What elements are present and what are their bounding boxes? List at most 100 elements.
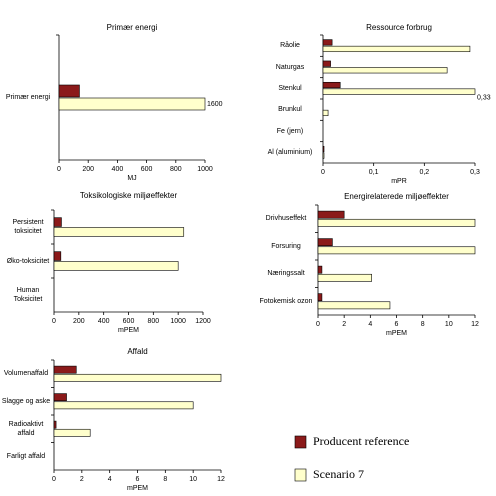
bar	[322, 81, 341, 89]
legend-swatch	[294, 468, 307, 482]
x-tick-label: 800	[170, 166, 182, 173]
category-label-box: Stenkul	[278, 84, 302, 92]
x-tick-label: 2	[342, 321, 346, 328]
x-tick-label: 4	[368, 321, 372, 328]
category-label-box: Al (aluminium)	[267, 148, 313, 156]
x-tick-label: 800	[147, 318, 159, 325]
x-tick-label: 600	[141, 166, 153, 173]
y-tick-label: Primær energi	[5, 94, 51, 101]
bar	[322, 152, 325, 159]
y-tick-label: Volumenaffald	[3, 370, 49, 378]
bar	[317, 218, 476, 227]
y-tick-label: Fe (jern)	[276, 127, 304, 135]
category-label-box: Råolie	[280, 42, 300, 50]
x-tick-label: 200	[82, 166, 94, 173]
category-label-box: Forsuring	[271, 242, 301, 250]
y-tick-label: Næringssalt	[267, 270, 305, 278]
x-axis-label: MJ	[127, 175, 136, 182]
bar	[58, 97, 206, 111]
bar	[317, 246, 476, 255]
category-label-box: Radioaktivt affald	[8, 420, 44, 437]
value-label: 1600	[207, 101, 223, 108]
x-tick-label: 12	[217, 476, 225, 483]
y-tick-label: Radioaktivt affald	[8, 420, 44, 437]
category-label-box: Human Toksicitet	[13, 287, 43, 303]
bar	[322, 67, 448, 74]
x-tick-label: 8	[421, 321, 425, 328]
x-tick-label: 0	[52, 318, 56, 325]
bar	[317, 210, 345, 219]
category-label-box: Øko-toksicitet	[6, 257, 50, 265]
bar	[53, 428, 91, 437]
bar	[53, 393, 67, 402]
y-tick-label: Drivhuseffekt	[265, 215, 307, 223]
y-tick-label: Naturgas	[275, 63, 305, 71]
x-tick-label: 1000	[197, 166, 213, 173]
x-tick-label: 200	[73, 318, 85, 325]
x-tick-label: 10	[189, 476, 197, 483]
bar	[322, 109, 329, 117]
category-label-box: Primær energi	[5, 94, 51, 101]
x-tick-label: 0,2	[419, 169, 429, 176]
x-tick-label: 400	[112, 166, 124, 173]
x-tick-label: 0	[52, 476, 56, 483]
bar	[53, 251, 62, 261]
x-tick-label: 10	[445, 321, 453, 328]
bar	[317, 238, 333, 247]
bar	[53, 261, 179, 271]
legend-swatch	[294, 435, 307, 449]
bar	[322, 145, 325, 153]
y-tick-label: Øko-toksicitet	[6, 257, 50, 265]
x-tick-label: 0	[316, 321, 320, 328]
x-tick-label: 12	[471, 321, 479, 328]
x-tick-label: 8	[163, 476, 167, 483]
y-tick-label: Brunkul	[278, 106, 302, 114]
bar	[317, 273, 372, 282]
y-tick-label: Fotokemisk ozon	[259, 297, 313, 305]
legend-label: Producent reference	[313, 434, 409, 448]
y-tick-label: Persistent toksicitet	[12, 219, 44, 235]
bar	[53, 420, 57, 429]
x-tick-label: 0	[57, 166, 61, 173]
x-axis-label: mPEM	[127, 485, 148, 492]
x-axis-label: mPR	[391, 178, 407, 185]
x-tick-label: 2	[80, 476, 84, 483]
category-label-box: Persistent toksicitet	[12, 219, 44, 235]
x-tick-label: 6	[136, 476, 140, 483]
x-tick-label: 0,1	[369, 169, 379, 176]
x-tick-label: 400	[98, 318, 110, 325]
chart-title: Toksikologiske miljøeffekter	[80, 191, 178, 200]
y-tick-label: Slagge og aske	[1, 397, 51, 405]
category-label-box: Slagge og aske	[1, 397, 51, 405]
category-label-box: Drivhuseffekt	[265, 215, 307, 223]
bar	[53, 227, 185, 237]
bar	[322, 88, 476, 95]
legend-label: Scenario 7	[313, 467, 364, 481]
bar	[53, 217, 62, 227]
category-label-box: Volumenaffald	[3, 370, 49, 378]
category-label-box: Fe (jern)	[276, 127, 304, 135]
x-tick-label: 0,3	[470, 169, 480, 176]
y-tick-label: Al (aluminium)	[267, 148, 313, 156]
x-tick-label: 600	[123, 318, 135, 325]
bar	[322, 39, 333, 46]
y-tick-label: Forsuring	[271, 242, 301, 250]
x-tick-label: 4	[108, 476, 112, 483]
bar	[322, 45, 471, 53]
category-label-box: Naturgas	[275, 63, 305, 71]
y-tick-label: Råolie	[280, 42, 300, 50]
chart-title: Primær energi	[107, 23, 158, 32]
bar	[58, 84, 80, 98]
x-tick-label: 0	[321, 169, 325, 176]
chart-title: Energirelaterede miljøeffekter	[344, 192, 449, 201]
bar	[53, 373, 222, 382]
bar	[317, 293, 323, 302]
y-tick-label: Stenkul	[278, 84, 302, 92]
category-label-box: Farligt affald	[7, 453, 45, 460]
y-tick-label: Human Toksicitet	[13, 287, 43, 303]
value-label: 0,33	[477, 94, 491, 101]
bar	[53, 401, 194, 410]
x-tick-label: 6	[395, 321, 399, 328]
bar	[317, 265, 323, 274]
